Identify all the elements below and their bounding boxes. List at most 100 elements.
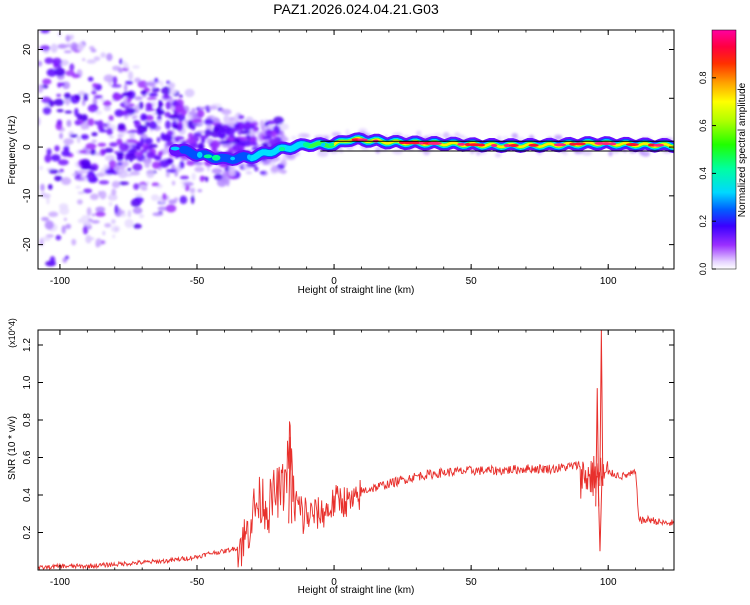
heatmap-cell <box>48 211 59 218</box>
heatmap-cell <box>126 153 137 161</box>
heatmap-cell <box>265 128 273 137</box>
heatmap-cell <box>259 171 267 175</box>
spectrogram-ylabel: Frequency (Hz) <box>7 116 18 185</box>
heatmap-cell <box>126 173 133 177</box>
heatmap-cell <box>226 177 230 187</box>
heatmap-cell <box>184 184 190 192</box>
heatmap-cell <box>221 108 232 115</box>
heatmap-cell <box>106 127 113 136</box>
heatmap-cell <box>245 171 253 175</box>
spectrogram-heatmap <box>38 30 674 267</box>
heatmap-cell <box>166 158 174 163</box>
heatmap-cell <box>200 137 206 144</box>
heatmap-cell <box>102 100 112 107</box>
heatmap-cell <box>75 173 83 180</box>
heatmap-cell <box>85 234 92 244</box>
spectrogram-ytick-label: 0 <box>22 144 33 150</box>
heatmap-cell <box>190 195 195 205</box>
spectrogram-xtick-label: 50 <box>466 276 478 287</box>
heatmap-cell <box>111 84 122 88</box>
heatmap-cell <box>57 82 62 88</box>
heatmap-cell <box>145 81 156 87</box>
heatmap-cell <box>144 162 151 169</box>
heatmap-cell <box>162 193 167 201</box>
heatmap-cell <box>157 99 163 109</box>
snr-line-layer <box>38 330 674 570</box>
heatmap-cell <box>90 149 97 156</box>
heatmap-hot-core <box>528 143 539 147</box>
heatmap-cell <box>119 58 123 65</box>
heatmap-cell <box>199 175 205 182</box>
heatmap-cell <box>76 170 86 174</box>
heatmap-cell <box>151 194 160 202</box>
spectrogram-ytick-label: 10 <box>22 92 33 104</box>
snr-xtick-label: 100 <box>600 577 617 588</box>
heatmap-cell <box>189 187 196 194</box>
heatmap-cell <box>138 214 145 219</box>
heatmap-burst <box>170 146 180 151</box>
heatmap-cell <box>97 119 104 129</box>
heatmap-cell <box>108 159 117 169</box>
heatmap-cell <box>42 106 52 115</box>
heatmap-cell <box>128 103 135 108</box>
heatmap-cell <box>191 172 196 181</box>
heatmap-cell <box>122 91 133 97</box>
heatmap-cell <box>69 134 78 138</box>
heatmap-cell <box>91 132 98 137</box>
snr-xlabel: Height of straight line (km) <box>298 585 415 596</box>
heatmap-cell <box>181 185 186 188</box>
heatmap-cell <box>415 130 422 137</box>
heatmap-cell <box>108 135 115 139</box>
heatmap-cell <box>108 201 113 207</box>
heatmap-cell <box>184 119 188 124</box>
heatmap-cell <box>151 87 160 93</box>
heatmap-cell <box>259 119 265 128</box>
heatmap-cell <box>168 199 177 205</box>
heatmap-cell <box>69 63 75 71</box>
heatmap-cell <box>104 223 112 228</box>
snr-xtick-label: 0 <box>331 577 337 588</box>
heatmap-cell <box>235 112 240 121</box>
heatmap-cell <box>92 97 98 106</box>
heatmap-cell <box>134 151 143 157</box>
heatmap-cell <box>51 154 61 162</box>
heatmap-cell <box>117 169 128 179</box>
heatmap-burst <box>328 142 335 147</box>
heatmap-cell <box>87 118 95 127</box>
heatmap-cell <box>239 142 245 147</box>
heatmap-cell <box>44 57 54 64</box>
heatmap-cell <box>194 166 205 173</box>
colorbar-label: Normalized spectral amplitude <box>737 82 748 217</box>
heatmap-cell <box>278 123 289 131</box>
figure-title: PAZ1.2026.024.04.21.G03 <box>273 1 439 17</box>
heatmap-cell <box>203 118 214 126</box>
heatmap-burst <box>196 151 203 158</box>
colorbar-tick-label: 0.4 <box>698 167 708 180</box>
heatmap-cell <box>146 97 158 100</box>
heatmap-cell <box>134 96 143 101</box>
heatmap-cell <box>554 134 563 141</box>
heatmap-cell <box>211 168 223 174</box>
heatmap-cell <box>137 125 148 134</box>
heatmap-cell <box>52 57 62 66</box>
heatmap-cell <box>148 120 158 130</box>
heatmap-cell <box>171 180 176 186</box>
heatmap-cell <box>105 168 116 175</box>
heatmap-cell <box>581 150 593 156</box>
heatmap-cell <box>186 160 195 166</box>
heatmap-cell <box>98 129 108 133</box>
heatmap-cell <box>54 67 66 77</box>
heatmap-cell <box>151 182 160 187</box>
spectrogram-frame <box>37 29 675 270</box>
heatmap-hot-core <box>608 142 617 146</box>
heatmap-cell <box>156 109 165 116</box>
heatmap-cell <box>80 114 88 122</box>
heatmap-cell <box>501 136 509 140</box>
heatmap-cell <box>56 119 63 126</box>
heatmap-cell <box>108 115 114 121</box>
heatmap-cell <box>117 151 124 157</box>
heatmap-cell <box>55 234 62 241</box>
heatmap-cell <box>61 150 71 157</box>
heatmap-cell <box>86 207 92 216</box>
